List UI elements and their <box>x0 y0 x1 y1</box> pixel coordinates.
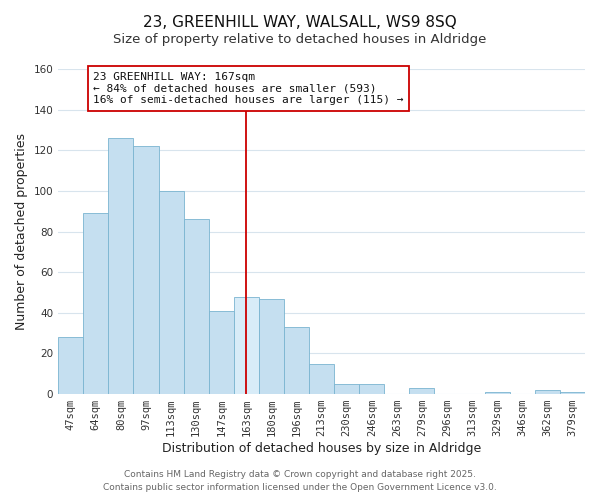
Bar <box>259 298 284 394</box>
Bar <box>109 138 133 394</box>
Bar <box>309 364 334 394</box>
X-axis label: Distribution of detached houses by size in Aldridge: Distribution of detached houses by size … <box>162 442 481 455</box>
Text: Size of property relative to detached houses in Aldridge: Size of property relative to detached ho… <box>113 32 487 46</box>
Bar <box>359 384 385 394</box>
Bar <box>184 220 209 394</box>
Bar <box>334 384 359 394</box>
Bar <box>234 296 259 394</box>
Bar <box>133 146 158 394</box>
Bar <box>409 388 434 394</box>
Bar <box>83 214 109 394</box>
Text: 23 GREENHILL WAY: 167sqm
← 84% of detached houses are smaller (593)
16% of semi-: 23 GREENHILL WAY: 167sqm ← 84% of detach… <box>93 72 404 105</box>
Bar <box>58 337 83 394</box>
Bar <box>560 392 585 394</box>
Bar <box>535 390 560 394</box>
Y-axis label: Number of detached properties: Number of detached properties <box>15 133 28 330</box>
Text: Contains HM Land Registry data © Crown copyright and database right 2025.
Contai: Contains HM Land Registry data © Crown c… <box>103 470 497 492</box>
Bar <box>158 191 184 394</box>
Bar <box>485 392 510 394</box>
Bar <box>209 311 234 394</box>
Bar <box>284 327 309 394</box>
Text: 23, GREENHILL WAY, WALSALL, WS9 8SQ: 23, GREENHILL WAY, WALSALL, WS9 8SQ <box>143 15 457 30</box>
